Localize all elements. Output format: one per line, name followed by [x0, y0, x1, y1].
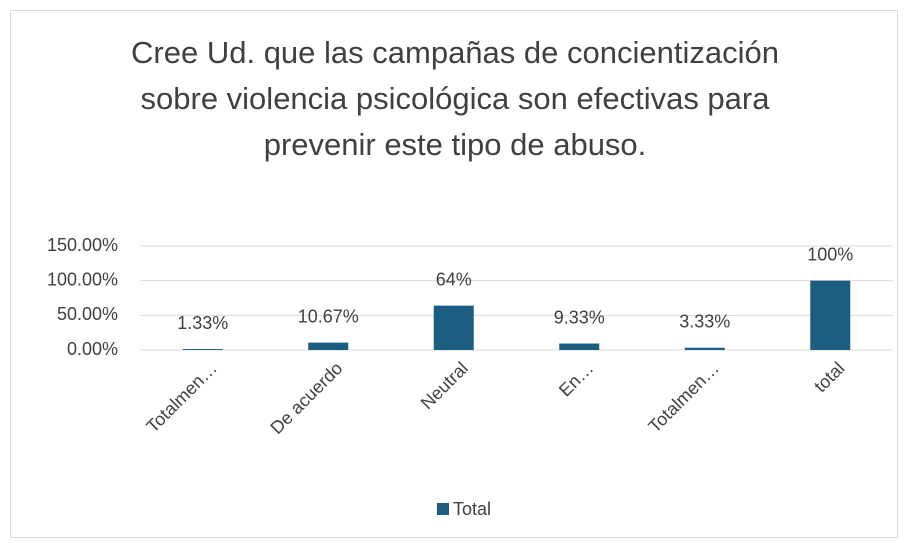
bar: [684, 347, 725, 350]
data-label: 3.33%: [679, 311, 730, 331]
data-label: 1.33%: [177, 313, 228, 333]
y-tick-label: 50.00%: [57, 304, 118, 324]
bar: [810, 280, 851, 350]
legend-swatch: [437, 503, 449, 515]
data-label: 9.33%: [554, 307, 605, 327]
data-label: 10.67%: [298, 306, 359, 326]
bar: [433, 305, 474, 350]
chart-title: Cree Ud. que las campañas de concientiza…: [131, 35, 779, 162]
data-label: 100%: [807, 244, 853, 264]
bar: [308, 342, 349, 350]
chart-border: [10, 10, 898, 538]
bar: [559, 343, 600, 350]
data-label: 64%: [436, 269, 472, 289]
bar: [182, 349, 223, 350]
y-tick-label: 100.00%: [47, 269, 118, 289]
y-tick-label: 150.00%: [47, 235, 118, 255]
legend-label: Total: [453, 499, 491, 519]
y-tick-label: 0.00%: [67, 339, 118, 359]
